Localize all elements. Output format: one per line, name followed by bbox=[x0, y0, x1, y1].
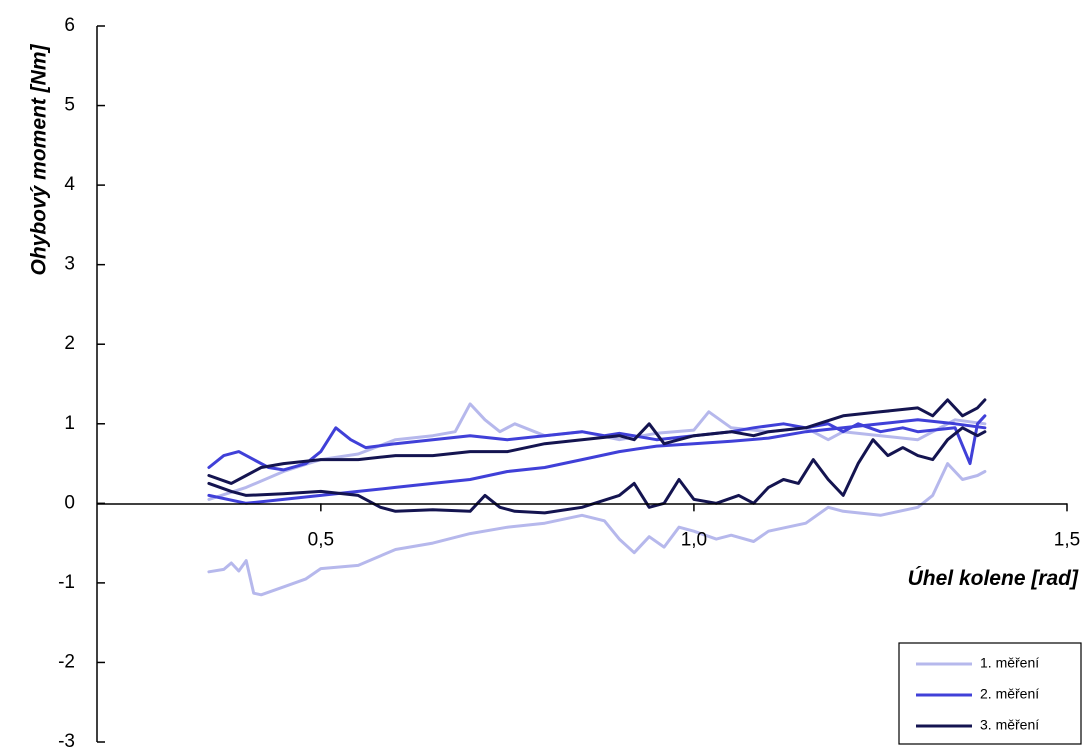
y-tick-label: 0 bbox=[64, 492, 75, 513]
y-tick-label: 3 bbox=[64, 254, 75, 275]
x-tick-label: 1,5 bbox=[1054, 529, 1080, 550]
y-tick-label: 1 bbox=[64, 413, 75, 434]
y-tick-label: -1 bbox=[58, 572, 75, 593]
series-2-line-1 bbox=[207, 414, 987, 472]
x-axis-title: Úhel kolene [rad] bbox=[908, 566, 1079, 590]
ticks: 6 5 4 3 2 1 0 -1 -2 -3 0,5 1,0 1,5 bbox=[58, 15, 1080, 749]
y-tick-label: 4 bbox=[64, 174, 75, 195]
y-axis-title: Ohybový moment [Nm] bbox=[28, 43, 51, 275]
y-tick-label: -3 bbox=[58, 731, 75, 749]
legend-label-2: 2. měření bbox=[980, 686, 1039, 702]
y-tick-label: 5 bbox=[64, 95, 75, 116]
axes bbox=[96, 26, 1067, 742]
y-tick-label: 6 bbox=[64, 15, 75, 36]
x-tick-label: 1,0 bbox=[681, 529, 707, 550]
series-3-line-2 bbox=[207, 426, 987, 515]
legend-label-3: 3. měření bbox=[980, 717, 1039, 733]
x-tick-label: 0,5 bbox=[308, 529, 334, 550]
plot-lines bbox=[207, 398, 987, 597]
legend: 1. měření 2. měření 3. měření bbox=[898, 642, 1082, 745]
y-tick-label: 2 bbox=[64, 333, 75, 354]
legend-label-1: 1. měření bbox=[980, 655, 1039, 671]
series-1-line-2 bbox=[207, 402, 987, 501]
series-1-line-1 bbox=[207, 462, 987, 597]
y-tick-label: -2 bbox=[58, 651, 75, 672]
series-3-line-1 bbox=[207, 398, 987, 485]
